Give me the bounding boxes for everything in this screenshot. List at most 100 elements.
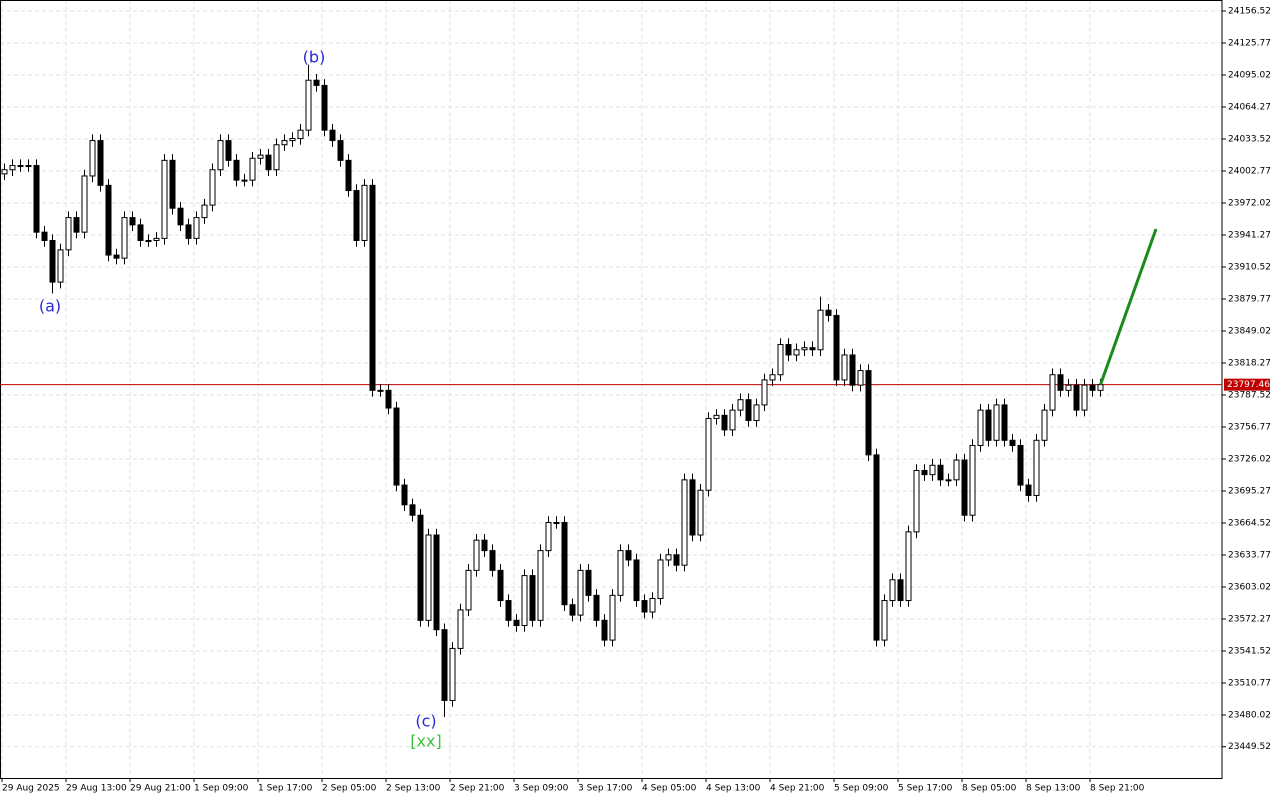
candle-body bbox=[545, 522, 552, 552]
candle-body bbox=[617, 550, 624, 596]
candle-body bbox=[753, 404, 760, 422]
candle-body bbox=[529, 575, 536, 621]
candle-body bbox=[249, 157, 256, 181]
candle-body bbox=[369, 184, 376, 391]
candle-body bbox=[113, 254, 120, 259]
candle-body bbox=[377, 389, 384, 392]
candle-body bbox=[721, 414, 728, 431]
x-tick-label: 2 Sep 13:00 bbox=[386, 784, 441, 794]
x-tick-label: 1 Sep 17:00 bbox=[258, 784, 313, 794]
candle-body bbox=[505, 600, 512, 621]
x-tick-label: 29 Aug 13:00 bbox=[66, 784, 127, 794]
candle-body bbox=[953, 459, 960, 481]
candle-body bbox=[945, 479, 952, 482]
x-tick-label: 1 Sep 09:00 bbox=[194, 784, 249, 794]
x-tick-label: 8 Sep 13:00 bbox=[1026, 784, 1081, 794]
candle-body bbox=[1033, 439, 1040, 496]
candle-body bbox=[73, 217, 80, 233]
y-tick-label: 23633.77 bbox=[1228, 551, 1271, 561]
x-tick-label: 8 Sep 21:00 bbox=[1090, 784, 1145, 794]
y-tick-label: 24033.52 bbox=[1228, 135, 1271, 145]
candle-body bbox=[585, 569, 592, 596]
candle-body bbox=[265, 154, 272, 171]
candle-body bbox=[137, 224, 144, 241]
candle-body bbox=[465, 569, 472, 611]
candle-body bbox=[1073, 384, 1080, 411]
x-tick-label: 4 Sep 21:00 bbox=[770, 784, 825, 794]
candle-body bbox=[1081, 384, 1088, 411]
candle-body bbox=[593, 594, 600, 621]
candle-body bbox=[889, 579, 896, 602]
candle-body bbox=[969, 444, 976, 516]
y-tick-label: 23818.27 bbox=[1228, 359, 1271, 369]
candle-body bbox=[521, 575, 528, 627]
candle-body bbox=[857, 370, 864, 386]
y-tick-label: 23849.02 bbox=[1228, 327, 1271, 337]
candle-body bbox=[145, 239, 152, 242]
candle-body bbox=[993, 404, 1000, 441]
x-tick-label: 5 Sep 09:00 bbox=[834, 784, 889, 794]
y-tick-label: 23941.27 bbox=[1228, 231, 1271, 241]
y-tick-label: 24156.52 bbox=[1228, 6, 1271, 16]
y-tick-label: 23603.02 bbox=[1228, 583, 1271, 593]
candle-body bbox=[921, 469, 928, 476]
candle-body bbox=[49, 239, 56, 283]
candle-body bbox=[553, 522, 560, 525]
y-tick-label: 23449.52 bbox=[1228, 742, 1271, 752]
candle-body bbox=[321, 84, 328, 131]
candle-body bbox=[41, 231, 48, 241]
candle-body bbox=[513, 619, 520, 627]
candle-body bbox=[185, 224, 192, 239]
candle-body bbox=[681, 479, 688, 566]
candle-body bbox=[1001, 404, 1008, 441]
candle-body bbox=[241, 179, 248, 182]
candle-body bbox=[769, 374, 776, 381]
y-tick-label: 23879.77 bbox=[1228, 295, 1271, 305]
candle-body bbox=[873, 454, 880, 641]
y-tick-label: 23572.27 bbox=[1228, 615, 1271, 625]
candle-body bbox=[193, 217, 200, 239]
candle-body bbox=[817, 309, 824, 351]
candle-body bbox=[153, 237, 160, 241]
candle-body bbox=[841, 354, 848, 381]
candle-body bbox=[337, 140, 344, 161]
candle-body bbox=[353, 190, 360, 241]
candle-body bbox=[809, 347, 816, 351]
candle-body bbox=[761, 379, 768, 406]
candle-body bbox=[1025, 484, 1032, 496]
candle-body bbox=[305, 79, 312, 131]
candle-body bbox=[689, 479, 696, 536]
candle-body bbox=[745, 399, 752, 422]
y-tick-label: 23972.02 bbox=[1228, 199, 1271, 209]
x-tick-label: 4 Sep 13:00 bbox=[706, 784, 761, 794]
y-tick-label: 24064.27 bbox=[1228, 103, 1271, 113]
x-tick-label: 3 Sep 17:00 bbox=[578, 784, 633, 794]
y-tick-label: 23510.77 bbox=[1228, 679, 1271, 689]
candle-body bbox=[649, 597, 656, 613]
candle-body bbox=[441, 629, 448, 701]
x-tick-label: 3 Sep 09:00 bbox=[514, 784, 569, 794]
candle-body bbox=[417, 514, 424, 621]
x-tick-label: 8 Sep 05:00 bbox=[962, 784, 1017, 794]
candle-body bbox=[1057, 374, 1064, 391]
candle-body bbox=[1017, 444, 1024, 486]
candle-body bbox=[297, 129, 304, 140]
y-tick-label: 23726.02 bbox=[1228, 455, 1271, 465]
candle-body bbox=[1089, 384, 1096, 391]
candle-body bbox=[537, 550, 544, 621]
x-tick-label: 4 Sep 05:00 bbox=[642, 784, 697, 794]
candle-body bbox=[385, 389, 392, 409]
y-tick-label: 24095.02 bbox=[1228, 71, 1271, 81]
candle-body bbox=[177, 207, 184, 226]
current-price-tag bbox=[1224, 378, 1270, 391]
candle-body bbox=[673, 554, 680, 566]
candle-body bbox=[713, 414, 720, 419]
candle-body bbox=[777, 344, 784, 376]
candle-body bbox=[345, 159, 352, 192]
candle-body bbox=[697, 489, 704, 536]
candle-body bbox=[1009, 439, 1016, 446]
candle-body bbox=[929, 464, 936, 476]
candle-body bbox=[361, 184, 368, 241]
